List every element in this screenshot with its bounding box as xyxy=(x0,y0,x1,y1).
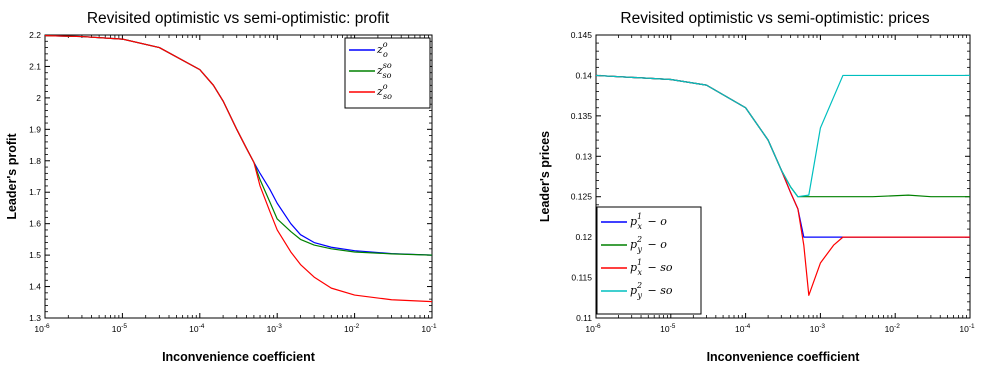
legend: zo o zso so zo so xyxy=(344,37,431,109)
y-tick-label: 1.4 xyxy=(29,282,41,292)
y-tick-label: 2 xyxy=(36,93,41,103)
y-tick-label: 1.7 xyxy=(29,187,41,197)
prices-chart: Revisited optimistic vs semi-optimistic:… xyxy=(538,10,975,364)
x-tick-label: 10-4 xyxy=(189,323,205,334)
x-tick-label: 10-5 xyxy=(112,323,128,334)
legend: p1 x − o p2 y − o p1 x − so p2 y − so xyxy=(596,206,702,315)
y-axis-label: Leader's prices xyxy=(538,131,552,222)
series-line-4 xyxy=(595,74,970,198)
x-tick-label: 10-5 xyxy=(660,323,676,334)
y-tick-label: 0.14 xyxy=(575,70,592,80)
y-tick-label: 1.9 xyxy=(29,124,41,134)
x-tick-label: 10-2 xyxy=(344,323,360,334)
y-tick-label: 0.13 xyxy=(575,151,592,161)
chart-title: Revisited optimistic vs semi-optimistic:… xyxy=(87,10,390,27)
legend-entry: p1 x − so xyxy=(630,258,673,277)
plot-frame xyxy=(44,34,433,319)
y-tick-label: 0.12 xyxy=(575,232,592,242)
y-tick-label: 1.8 xyxy=(29,156,41,166)
profit-chart: Revisited optimistic vs semi-optimistic:… xyxy=(5,10,437,364)
y-tick-label: 2.2 xyxy=(29,30,41,40)
y-tick-label: 0.135 xyxy=(571,111,593,121)
y-tick-label: 0.11 xyxy=(576,313,592,323)
x-tick-label: 10-3 xyxy=(267,323,283,334)
x-tick-label: 10-4 xyxy=(735,323,751,334)
x-tick-label: 10-6 xyxy=(585,323,601,334)
legend-entry: p2 y − so xyxy=(630,281,673,300)
x-axis-label: Inconvenience coefficient xyxy=(707,350,861,364)
y-axis-label: Leader's profit xyxy=(5,133,19,220)
series-line-3 xyxy=(44,35,433,303)
legend-entry: zo so xyxy=(376,82,392,101)
legend-box xyxy=(596,206,702,315)
chart-title: Revisited optimistic vs semi-optimistic:… xyxy=(620,10,929,27)
y-tick-label: 1.6 xyxy=(29,219,41,229)
legend-entry: p1 x − o xyxy=(630,212,667,231)
y-tick-label: 0.125 xyxy=(571,192,593,202)
x-tick-label: 10-3 xyxy=(810,323,826,334)
legend-entry: p2 y − o xyxy=(630,235,667,254)
x-tick-label: 10-2 xyxy=(885,323,901,334)
y-tick-label: 1.3 xyxy=(29,313,41,323)
y-tick-label: 0.145 xyxy=(571,30,593,40)
y-tick-label: 0.115 xyxy=(571,273,592,283)
y-tick-label: 1.5 xyxy=(29,250,41,260)
x-tick-label: 10-6 xyxy=(34,323,50,334)
legend-entry: zso so xyxy=(376,61,392,80)
series-line-2 xyxy=(595,74,970,198)
x-tick-label: 10-1 xyxy=(421,323,437,334)
y-tick-label: 2.1 xyxy=(29,61,41,71)
x-tick-label: 10-1 xyxy=(959,323,975,334)
plot-frame xyxy=(595,34,971,319)
x-axis-label: Inconvenience coefficient xyxy=(162,350,316,364)
legend-entry: zo o xyxy=(376,40,388,59)
